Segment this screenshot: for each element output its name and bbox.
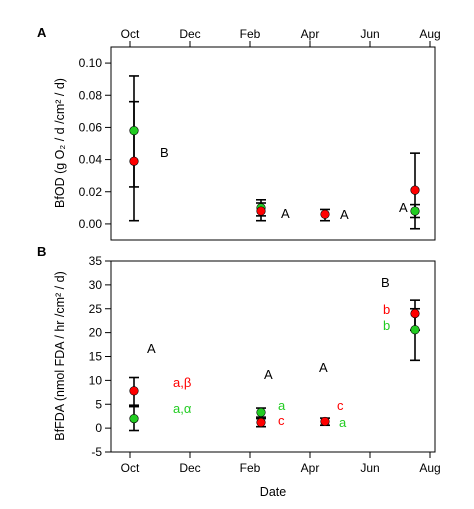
y-tick-label: 10 [89,373,103,387]
data-point-red [256,206,266,216]
data-point-green [129,126,139,136]
y-tick-label: 35 [89,254,103,268]
x-tick-label: Dec [179,461,200,475]
significance-label: a,β [173,375,191,390]
y-tick-label: 0 [95,421,102,435]
significance-label: c [278,413,285,428]
data-point-red [129,156,139,166]
y-tick-label: 30 [89,278,103,292]
significance-label: A [319,360,328,375]
panel-b-label: B [37,244,46,259]
significance-label: a,α [173,401,192,416]
significance-label: a [278,398,286,413]
panel-b-bottom-x-ticks: Oct Dec Feb Apr Jun Aug [121,452,441,475]
y-tick-label: 15 [89,350,103,364]
y-tick-label: 0.08 [79,88,103,102]
data-point-red [320,416,330,427]
x-tick-label: Jun [360,27,379,41]
y-tick-label: 20 [89,326,103,340]
data-point-green [256,407,266,417]
x-tick-label: Jun [360,461,379,475]
significance-label: c [337,398,344,413]
data-point-green [410,206,420,216]
x-tick-label: Feb [240,461,261,475]
data-point-red [410,185,420,195]
significance-label: B [160,145,169,160]
data-point-green [129,413,139,424]
panel-a-points [129,126,420,219]
data-point-red [320,209,330,219]
x-tick-label: Oct [121,461,140,475]
panel-a-error-bars [129,75,420,230]
y-tick-label: 0.10 [79,56,103,70]
x-tick-label: Oct [121,27,140,41]
data-point-red [129,386,139,396]
x-tick-label: Aug [419,461,440,475]
y-tick-label: 0.06 [79,120,103,134]
panel-a-y-ticks: 0.00 0.02 0.04 0.06 0.08 0.10 [79,56,111,231]
data-point-red [256,417,266,427]
y-tick-label: 25 [89,302,103,316]
x-tick-label: Aug [419,27,440,41]
panel-a-annotations: B A A A [160,145,408,222]
significance-label: A [147,341,156,356]
y-tick-label: 0.04 [79,153,103,167]
panel-b-points [129,308,420,427]
y-tick-label: 5 [95,397,102,411]
panel-b-x-axis-label: Date [260,485,286,499]
panel-a-plot-frame [110,46,436,241]
x-tick-label: Apr [301,27,320,41]
data-point-red [410,308,420,319]
panel-a-y-axis-label: BfOD (g O₂ / d /cm² / d) [53,78,67,208]
significance-label: A [340,207,349,222]
panel-a-label: A [37,25,47,40]
significance-label: b [383,318,390,333]
y-tick-label: 0.02 [79,185,103,199]
x-tick-label: Dec [179,27,200,41]
significance-label: b [383,302,390,317]
panel-b-y-axis-label: BfFDA (nmol FDA / hr /cm² / d) [53,271,67,440]
panel-b-y-ticks: -5 0 5 10 15 20 25 30 35 [89,254,111,459]
x-tick-label: Apr [301,461,320,475]
significance-label: A [399,200,408,215]
x-tick-label: Feb [240,27,261,41]
data-point-green [410,325,420,335]
y-tick-label: 0.00 [79,217,103,231]
panel-a-top-x-ticks: Oct Dec Feb Apr Jun Aug [121,27,441,47]
y-tick-label: -5 [91,445,102,459]
significance-label: A [281,206,290,221]
significance-label: a [339,415,347,430]
significance-label: B [381,275,390,290]
significance-label: A [264,367,273,382]
